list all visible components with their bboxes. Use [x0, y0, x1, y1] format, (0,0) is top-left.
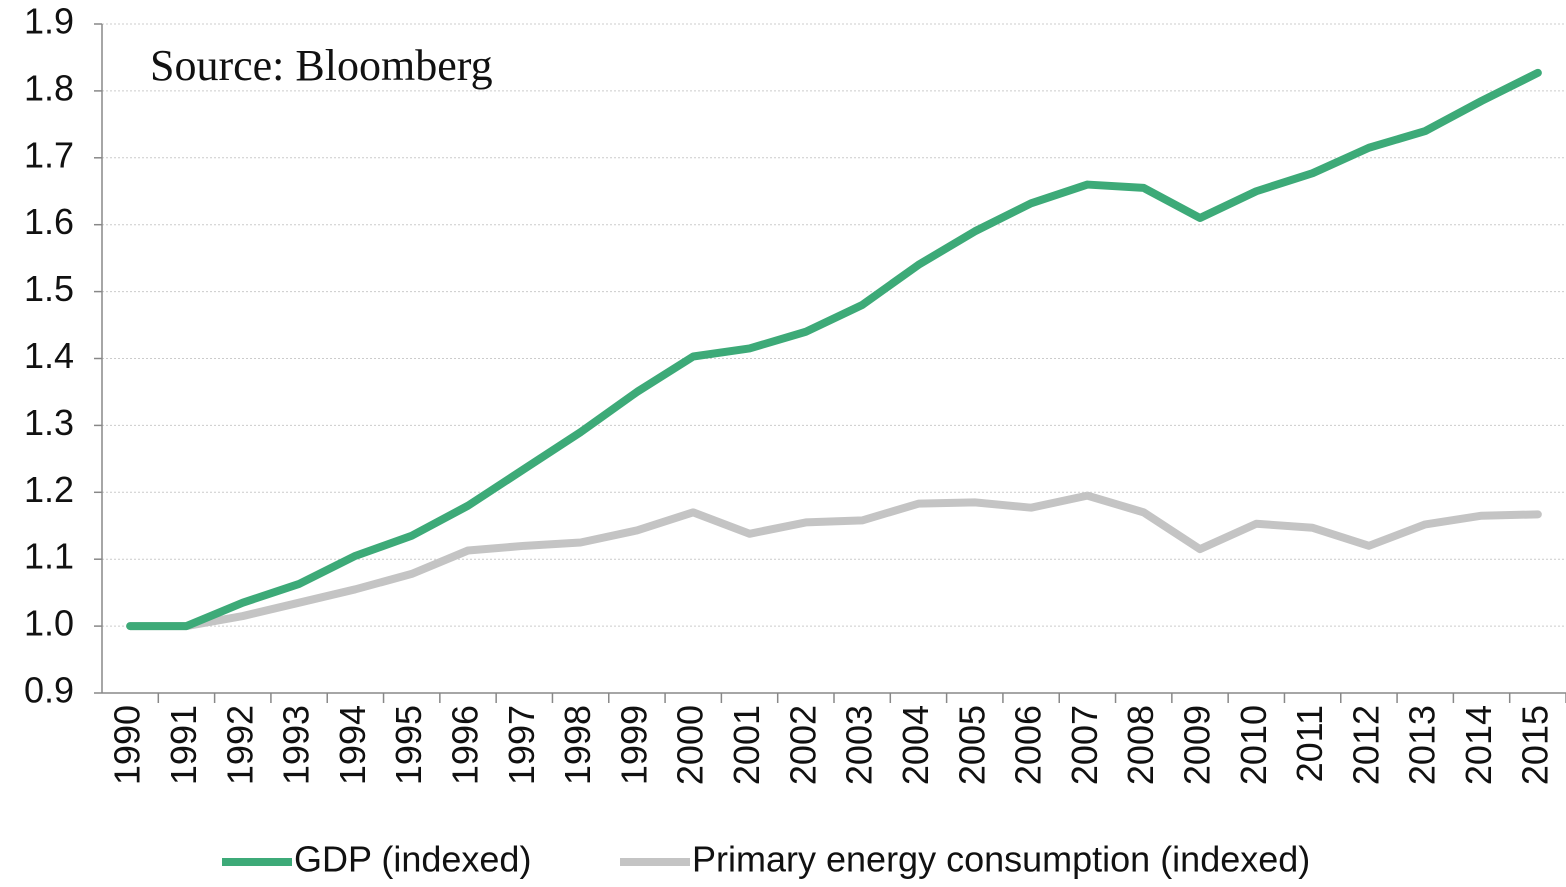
legend-label: Primary energy consumption (indexed) [692, 839, 1310, 880]
x-tick-label: 2003 [839, 705, 880, 785]
annotation: Source: Bloomberg [150, 41, 493, 90]
x-tick-label: 2013 [1402, 705, 1443, 785]
x-tick-label: 2006 [1008, 705, 1049, 785]
y-tick-label: 1.9 [24, 1, 74, 42]
x-tick-label: 2004 [895, 705, 936, 785]
y-tick-label: 1.4 [24, 335, 74, 376]
y-tick-label: 1.5 [24, 268, 74, 309]
x-tick-label: 1996 [445, 705, 486, 785]
y-tick-label: 1.2 [24, 469, 74, 510]
x-tick-label: 2008 [1120, 705, 1161, 785]
x-tick-label: 2001 [726, 705, 767, 785]
x-tick-label: 2010 [1233, 705, 1274, 785]
x-tick-label: 2009 [1177, 705, 1218, 785]
series-line [126, 491, 1542, 631]
y-tick-label: 1.3 [24, 402, 74, 443]
x-tick-label: 2002 [782, 705, 823, 785]
series-line [126, 68, 1542, 631]
x-tick-label: 1997 [501, 705, 542, 785]
x-tick-label: 2014 [1458, 705, 1499, 785]
x-tick-label: 2007 [1064, 705, 1105, 785]
x-tick-label: 1994 [332, 705, 373, 785]
y-tick-label: 1.6 [24, 201, 74, 242]
y-tick-label: 1.1 [24, 536, 74, 577]
x-tick-label: 1995 [388, 705, 429, 785]
x-tick-label: 1999 [613, 705, 654, 785]
y-tick-label: 1.8 [24, 67, 74, 108]
x-tick-label: 2011 [1289, 705, 1330, 782]
x-tick-label: 1990 [107, 705, 148, 785]
y-tick-label: 1.0 [24, 603, 74, 644]
legend-label: GDP (indexed) [294, 839, 531, 880]
x-tick-label: 1993 [276, 705, 317, 785]
y-tick-label: 1.7 [24, 134, 74, 175]
x-tick-label: 2015 [1514, 705, 1555, 785]
x-tick-label: 2000 [670, 705, 711, 785]
x-tick-label: 1991 [163, 705, 204, 785]
x-tick-label: 2012 [1345, 705, 1386, 785]
x-tick-label: 1998 [557, 705, 598, 785]
y-tick-label: 0.9 [24, 670, 74, 711]
x-tick-label: 2005 [951, 705, 992, 785]
x-tick-label: 1992 [219, 705, 260, 785]
